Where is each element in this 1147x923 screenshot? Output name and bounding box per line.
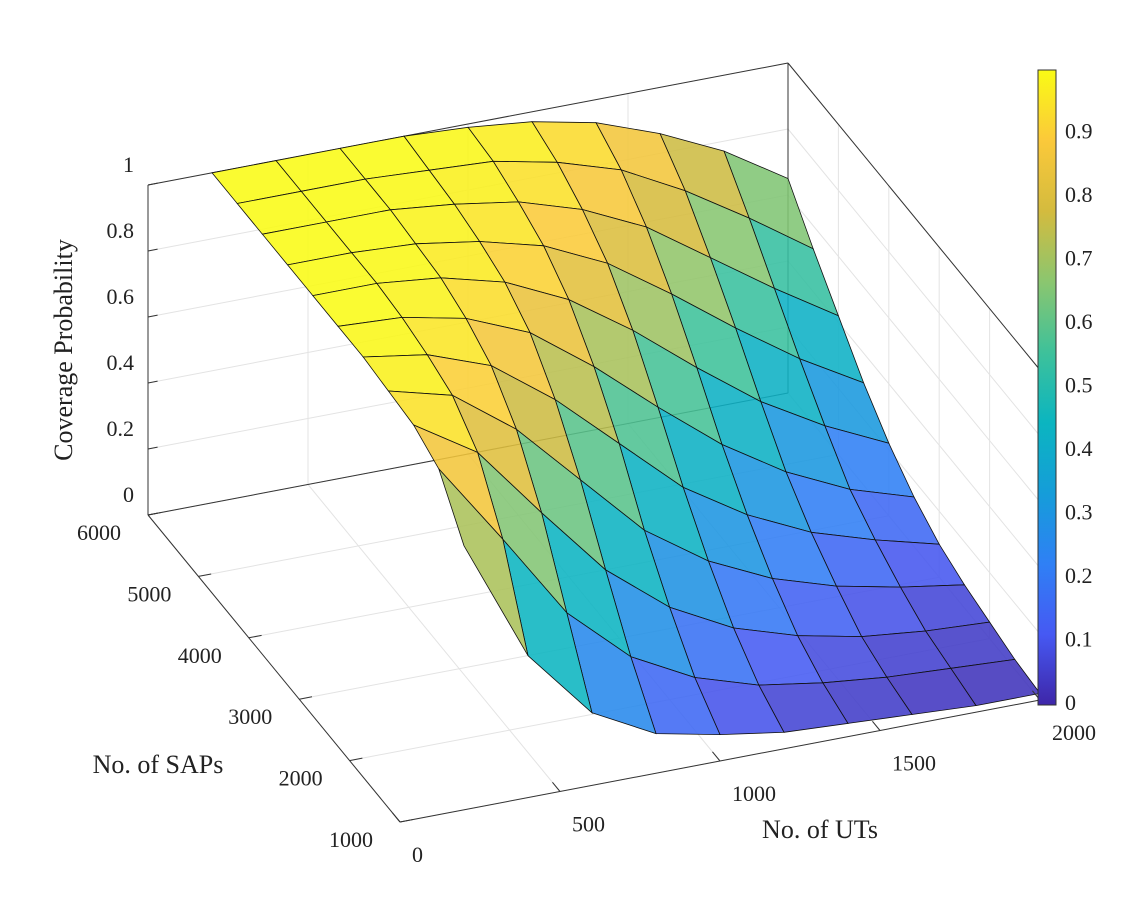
- y-tick-label: 2000: [279, 766, 323, 791]
- z-tick-label: 0.2: [107, 416, 135, 441]
- z-tick-label: 0.8: [107, 218, 135, 243]
- ticks: 0 500 1000 1500 2000 1000 2000 3000 4000 5000 6000…: [77, 119, 1096, 868]
- axis-line: [147, 514, 401, 823]
- x-tick-label: 1500: [892, 751, 936, 776]
- grid-line: [787, 128, 1041, 437]
- x-tick-label: 2000: [1052, 720, 1096, 745]
- colorbar-tick-label: 0.9: [1065, 119, 1093, 144]
- grid-line: [787, 194, 1041, 503]
- tick-mark: [712, 751, 721, 762]
- y-axis-label: No. of SAPs: [93, 750, 224, 779]
- tick-mark: [147, 182, 158, 186]
- tick-mark: [349, 757, 363, 762]
- y-tick-label: 6000: [77, 520, 121, 545]
- colorbar-tick-label: 0.1: [1065, 627, 1093, 652]
- tick-mark: [392, 812, 401, 823]
- tick-mark: [552, 781, 561, 792]
- tick-mark: [147, 380, 158, 384]
- grid-line: [307, 484, 561, 792]
- tick-mark: [399, 819, 413, 823]
- colorbar-tick-label: 0.4: [1065, 436, 1093, 461]
- z-tick-label: 0: [123, 482, 134, 507]
- colorbar: [1037, 69, 1057, 706]
- y-tick-label: 5000: [127, 581, 171, 606]
- tick-mark: [147, 446, 158, 450]
- y-tick-label: 3000: [228, 704, 272, 729]
- z-tick-label: 0.4: [107, 350, 135, 375]
- x-tick-label: 0: [412, 842, 423, 867]
- surface-face: [438, 468, 529, 656]
- colorbar-tick-label: 0.3: [1065, 500, 1093, 525]
- tick-mark: [147, 314, 158, 318]
- colorbar-tick-label: 0.7: [1065, 246, 1093, 271]
- x-axis-label: No. of UTs: [762, 815, 878, 844]
- z-tick-label: 0.6: [107, 284, 135, 309]
- x-tick-label: 1000: [732, 781, 776, 806]
- z-tick-label: 1: [123, 152, 134, 177]
- tick-mark: [198, 573, 212, 577]
- axis-line: [787, 62, 1041, 371]
- tick-mark: [872, 720, 881, 731]
- tick-mark: [248, 634, 262, 639]
- tick-mark: [299, 696, 313, 700]
- surface: [211, 121, 1041, 736]
- colorbar-tick-label: 0: [1065, 690, 1076, 715]
- colorbar-tick-label: 0.8: [1065, 182, 1093, 207]
- y-tick-label: 4000: [178, 643, 222, 668]
- tick-mark: [147, 512, 158, 516]
- colorbar-tick-label: 0.6: [1065, 309, 1093, 334]
- z-axis-label: Coverage Probability: [49, 239, 78, 461]
- tick-mark: [147, 248, 158, 252]
- y-tick-label: 1000: [329, 827, 373, 852]
- x-tick-label: 500: [572, 812, 605, 837]
- colorbar-tick-label: 0.2: [1065, 563, 1093, 588]
- colorbar-tick-label: 0.5: [1065, 373, 1093, 398]
